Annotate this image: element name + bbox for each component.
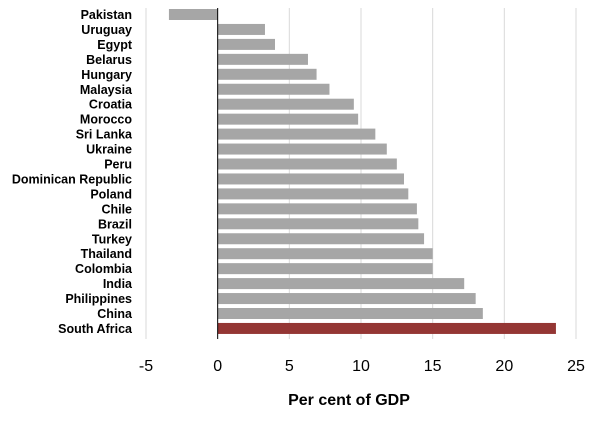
category-label: Poland <box>90 187 132 201</box>
bar-chile <box>217 203 417 215</box>
bar-belarus <box>217 53 308 65</box>
category-label: Peru <box>104 158 132 172</box>
category-label: South Africa <box>58 322 133 336</box>
category-label: Malaysia <box>80 83 133 97</box>
category-label: India <box>103 277 133 291</box>
bar-egypt <box>217 38 275 50</box>
category-label: Uruguay <box>81 23 132 37</box>
bar-south-africa <box>217 322 556 334</box>
bar-croatia <box>217 98 354 110</box>
bar-philippines <box>217 293 476 305</box>
category-label: Belarus <box>86 53 132 67</box>
bar-ukraine <box>217 143 387 155</box>
x-tick-label: 15 <box>424 358 442 375</box>
bar-turkey <box>217 233 425 245</box>
category-label: Ukraine <box>86 143 132 157</box>
bar-hungary <box>217 68 317 80</box>
bars <box>168 9 556 334</box>
x-tick-label: 5 <box>285 358 294 375</box>
x-tick-label: 10 <box>352 358 370 375</box>
bar-china <box>217 308 483 319</box>
category-label: Croatia <box>89 98 133 112</box>
category-label: Pakistan <box>81 8 132 22</box>
category-label: Philippines <box>65 292 132 306</box>
category-label: Hungary <box>81 68 132 82</box>
category-label: Sri Lanka <box>76 128 133 142</box>
bar-india <box>217 278 465 290</box>
bar-morocco <box>217 113 359 125</box>
category-label: Chile <box>101 202 132 216</box>
x-tick-labels: -5 0 5 10 15 20 25 <box>139 358 585 375</box>
category-label: China <box>97 307 133 321</box>
category-label: Morocco <box>80 113 132 127</box>
bar-malaysia <box>217 83 330 95</box>
category-label: Colombia <box>75 262 133 276</box>
bar-dominican-republic <box>217 173 404 185</box>
category-label: Thailand <box>81 247 132 261</box>
x-tick-label: 25 <box>567 358 585 375</box>
bar-peru <box>217 158 397 170</box>
category-label: Brazil <box>98 217 132 231</box>
category-labels: PakistanUruguayEgyptBelarusHungaryMalays… <box>12 8 133 336</box>
x-tick-label: 20 <box>495 358 513 375</box>
x-axis-title: Per cent of GDP <box>288 392 410 409</box>
bar-poland <box>217 188 409 200</box>
bar-uruguay <box>217 23 265 35</box>
x-tick-label: 0 <box>213 358 222 375</box>
bar-sri-lanka <box>217 128 376 140</box>
bar-colombia <box>217 263 433 275</box>
category-label: Dominican Republic <box>12 172 132 186</box>
category-label: Turkey <box>92 232 132 246</box>
x-tick-label: -5 <box>139 358 153 375</box>
bar-brazil <box>217 218 419 230</box>
bar-thailand <box>217 248 433 260</box>
category-label: Egypt <box>97 38 133 52</box>
bar-pakistan <box>168 9 218 20</box>
